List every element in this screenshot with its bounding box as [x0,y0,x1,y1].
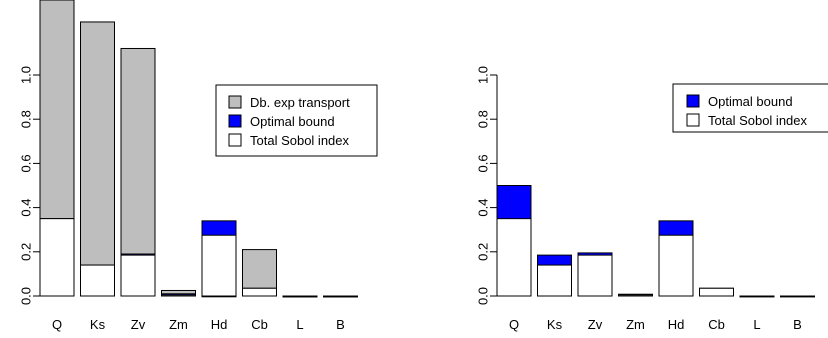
bar-total_sobol [780,295,815,298]
bar-total_sobol [577,254,613,297]
y-tick-label: 1.0 [476,66,491,84]
x-tick-label: Zv [131,317,146,332]
x-tick-label: Cb [251,317,268,332]
bar-total_sobol [242,287,277,297]
x-tick-label: Ks [547,317,563,332]
bar-total_sobol [618,294,653,297]
bar-total_sobol [496,218,532,297]
x-tick-label: Zm [626,317,645,332]
legend-label: Total Sobol index [250,133,350,148]
legend-swatch [686,94,700,108]
bar-total_sobol [39,218,75,297]
x-tick-label: Hd [668,317,685,332]
x-tick-label: Zv [588,317,603,332]
legend-swatch [228,95,242,109]
bar-total_sobol [120,254,156,297]
y-tick-label: 0.6 [19,154,34,172]
x-tick-label: B [793,317,802,332]
x-tick-label: Zm [169,317,188,332]
legend-box [215,84,378,157]
bar-total_sobol [658,234,694,297]
x-tick-label: L [296,317,303,332]
y-tick-label: 0.6 [476,154,491,172]
bar-total_sobol [80,264,115,297]
bar-total_sobol [537,264,572,297]
bar-total_sobol [739,295,775,298]
y-tick-label: 1.0 [19,66,34,84]
x-tick-label: Hd [211,317,228,332]
x-tick-label: Q [509,317,519,332]
x-tick-label: B [336,317,345,332]
bar-total_sobol [699,287,734,297]
x-tick-label: Q [52,317,62,332]
legend-label: Total Sobol index [708,113,808,128]
y-tick-label: 0.0 [476,287,491,305]
bar-total_sobol [161,294,196,297]
bar-total_sobol [201,234,237,297]
x-tick-label: Ks [90,317,106,332]
bar-total_sobol [282,295,318,298]
y-tick-label: 0.2 [476,243,491,261]
y-tick-label: 0.8 [476,110,491,128]
y-tick-label: 0.4 [476,199,491,217]
y-tick-label: 0.2 [19,243,34,261]
legend-label: Db. exp transport [250,95,350,110]
bar-db_exp_transport [80,21,115,297]
bar-total_sobol [323,295,358,298]
y-tick-label: 0.8 [19,110,34,128]
legend-label: Optimal bound [708,94,793,109]
y-tick-label: 0.4 [19,199,34,217]
y-tick-label: 0.0 [19,287,34,305]
x-tick-label: Cb [708,317,725,332]
x-tick-label: L [753,317,760,332]
legend-swatch [228,114,242,128]
legend-swatch [228,133,242,147]
legend-swatch [686,113,700,127]
legend-label: Optimal bound [250,114,335,129]
